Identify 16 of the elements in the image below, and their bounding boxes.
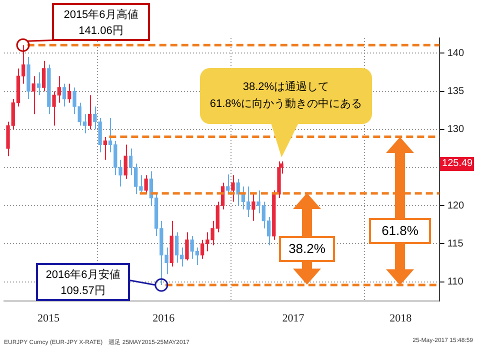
annotation: 38.2% — [279, 236, 335, 262]
annotation: 2015年6月高値 141.06円 — [52, 3, 150, 41]
x-tick-label: 2018 — [390, 312, 412, 324]
text: 125.49 — [440, 156, 474, 171]
y-tick-label: 130 — [447, 124, 464, 136]
x-tick-label: 2017 — [282, 312, 305, 324]
annotation: 38.2%は通過して 61.8%に向かう動きの中にある — [200, 68, 372, 124]
y-tick-label: 120 — [447, 200, 464, 212]
annotation: 2016年6月安値 109.57円 — [36, 263, 130, 301]
y-tick-label: 135 — [447, 86, 464, 98]
x-tick-label: 2015 — [38, 312, 60, 324]
y-tick-label: 115 — [447, 238, 464, 250]
annotation: 61.8% — [369, 218, 431, 244]
y-tick-label: 110 — [447, 276, 464, 288]
x-tick-label: 2016 — [152, 312, 176, 324]
y-tick-label: 140 — [447, 48, 464, 59]
